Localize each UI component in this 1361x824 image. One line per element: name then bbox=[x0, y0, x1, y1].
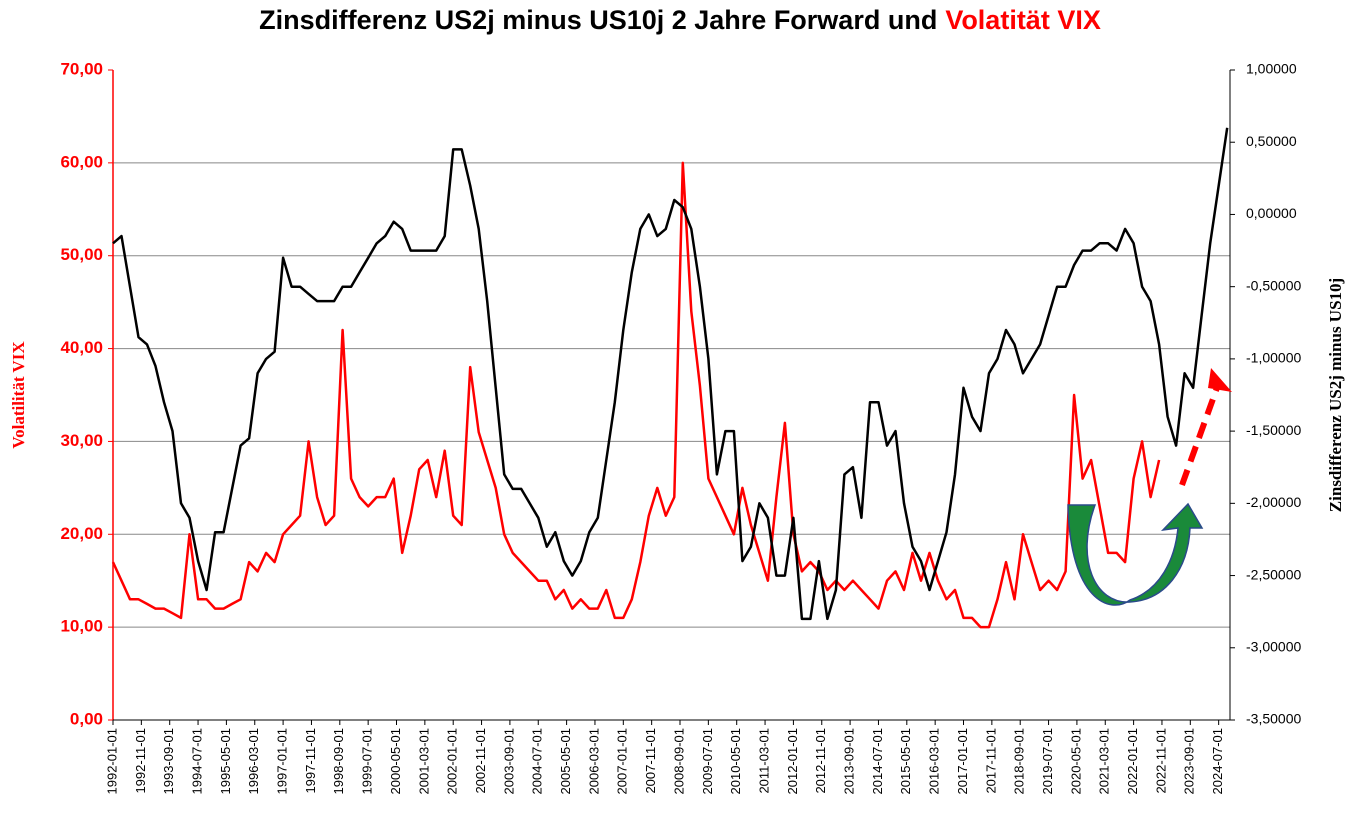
green-arrow bbox=[1067, 502, 1204, 606]
series-line bbox=[112, 127, 1229, 621]
x-tick-label: 2019-07-01 bbox=[1040, 728, 1055, 795]
x-tick-label: 1996-03-01 bbox=[246, 728, 261, 795]
x-tick-label: 2002-11-01 bbox=[473, 728, 488, 794]
x-tick-label: 2018-09-01 bbox=[1012, 728, 1027, 795]
x-tick-label: 1992-11-01 bbox=[133, 728, 148, 794]
x-tick-label: 2004-07-01 bbox=[530, 728, 545, 795]
x-tick-label: 2022-01-01 bbox=[1125, 728, 1140, 795]
chart-title: Zinsdifferenz US2j minus US10j 2 Jahre F… bbox=[259, 5, 1101, 35]
plot-area: 0,00 10,00 20,00 30,00 40,00 50,00 60,00 70,00 -… bbox=[60, 59, 1301, 794]
x-tick-label: 2002-01-01 bbox=[445, 728, 460, 795]
x-tick-label: 1995-05-01 bbox=[218, 728, 233, 795]
y2-tick-label: -2,50000 bbox=[1246, 566, 1301, 582]
y2-tick-label: -1,50000 bbox=[1246, 422, 1301, 438]
y2-axis-label: Zinsdifferenz US2j minus US10j bbox=[1326, 278, 1345, 512]
x-tick-label: 2006-03-01 bbox=[586, 728, 601, 795]
y2-tick-label: -2,00000 bbox=[1246, 494, 1301, 510]
y-tick-label: 30,00 bbox=[60, 431, 103, 450]
x-tick-label: 1999-07-01 bbox=[360, 728, 375, 795]
y2-tick-label: -1,00000 bbox=[1246, 350, 1301, 366]
x-tick-label: 2011-03-01 bbox=[756, 728, 771, 794]
x-tick-label: 2007-01-01 bbox=[615, 728, 630, 795]
red-arrow-head bbox=[1208, 368, 1232, 392]
x-tick-label: 2017-11-01 bbox=[983, 728, 998, 794]
x-tick-label: 1993-09-01 bbox=[161, 728, 176, 795]
x-tick-label: 2012-01-01 bbox=[785, 728, 800, 795]
annotations bbox=[1067, 368, 1232, 606]
x-tick-label: 2021-03-01 bbox=[1097, 728, 1112, 795]
y-tick-label: 60,00 bbox=[60, 152, 103, 171]
x-tick-label: 2024-07-01 bbox=[1210, 728, 1225, 795]
x-tick-label: 2009-07-01 bbox=[700, 728, 715, 795]
x-tick-label: 2012-11-01 bbox=[813, 728, 828, 794]
x-tick-label: 2007-11-01 bbox=[643, 728, 658, 794]
title-highlight: Volatität VIX bbox=[945, 5, 1101, 35]
x-tick-label: 2005-05-01 bbox=[558, 728, 573, 795]
x-tick-label: 2017-01-01 bbox=[955, 728, 970, 795]
y-tick-label: 10,00 bbox=[60, 617, 103, 636]
x-tick-label: 1994-07-01 bbox=[189, 728, 204, 795]
y-tick-label: 50,00 bbox=[60, 245, 103, 264]
title-main: Zinsdifferenz US2j minus US10j 2 Jahre F… bbox=[259, 5, 937, 35]
y-tick-label: 20,00 bbox=[60, 524, 103, 543]
y-tick-label: 0,00 bbox=[70, 709, 103, 728]
y2-tick-label: -0,50000 bbox=[1246, 277, 1301, 293]
x-tick-label: 1998-09-01 bbox=[331, 728, 346, 795]
x-tick-label: 2014-07-01 bbox=[870, 728, 885, 795]
x-tick-label: 2013-09-01 bbox=[842, 728, 857, 795]
y2-tick-label: 1,00000 bbox=[1246, 61, 1297, 77]
red-dashed-arrow bbox=[1179, 383, 1221, 487]
x-tick-label: 2008-09-01 bbox=[671, 728, 686, 795]
x-tick-label: 1992-01-01 bbox=[104, 728, 119, 795]
y2-tick-label: -3,00000 bbox=[1246, 638, 1301, 654]
x-tick-label: 2000-05-01 bbox=[388, 728, 403, 795]
x-tick-label: 2010-05-01 bbox=[728, 728, 743, 795]
x-tick-label: 2023-09-01 bbox=[1182, 728, 1197, 795]
x-tick-label: 2016-03-01 bbox=[927, 728, 942, 795]
x-tick-label: 1997-01-01 bbox=[275, 728, 290, 795]
x-tick-label: 2020-05-01 bbox=[1068, 728, 1083, 795]
y2-tick-label: 0,00000 bbox=[1246, 205, 1297, 221]
y-axis-label: Volatilität VIX bbox=[9, 341, 28, 449]
x-tick-label: 2001-03-01 bbox=[416, 728, 431, 795]
x-tick-label: 1997-11-01 bbox=[303, 728, 318, 794]
x-tick-label: 2003-09-01 bbox=[501, 728, 516, 795]
y-tick-label: 70,00 bbox=[60, 59, 103, 78]
y-tick-label: 40,00 bbox=[60, 338, 103, 357]
x-tick-label: 2022-11-01 bbox=[1153, 728, 1168, 794]
y2-tick-label: 0,50000 bbox=[1246, 133, 1297, 149]
y2-tick-label: -3,50000 bbox=[1246, 711, 1301, 727]
x-tick-label: 2015-05-01 bbox=[898, 728, 913, 795]
series-line bbox=[111, 161, 1161, 629]
